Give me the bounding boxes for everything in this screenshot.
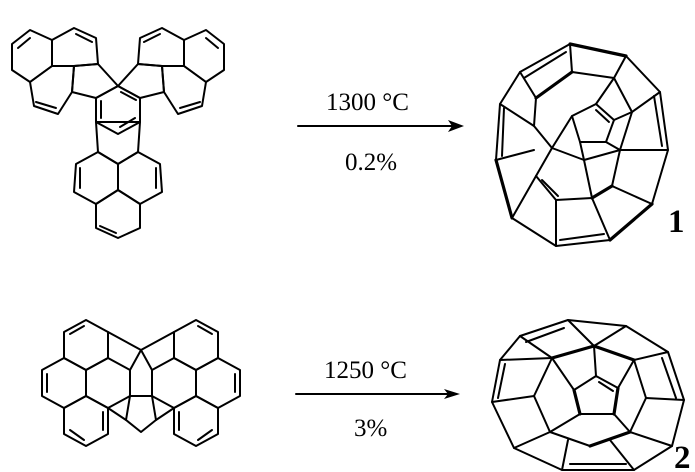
product-label-1: 1 [668, 204, 685, 240]
reactant-1-structure [11, 27, 225, 239]
reaction-arrow-1 [297, 120, 464, 132]
condition-yield-1: 0.2% [345, 149, 397, 176]
product-2-structure [491, 319, 685, 471]
product-1-structure [494, 42, 669, 247]
reaction-arrow-2 [295, 389, 460, 399]
product-label-2: 2 [674, 440, 691, 472]
condition-yield-2: 3% [354, 415, 387, 442]
condition-temperature-1: 1300 °C [326, 89, 409, 116]
reactant-2-structure [41, 319, 241, 447]
reaction-2: 1250 °C 3% [41, 319, 691, 472]
reaction-1: 1300 °C 0.2% [11, 27, 685, 247]
condition-temperature-2: 1250 °C [324, 357, 407, 384]
